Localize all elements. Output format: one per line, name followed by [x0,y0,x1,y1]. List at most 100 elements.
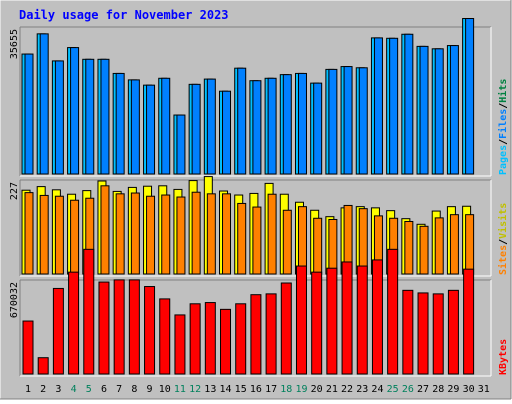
axis-label-part: Files [497,109,509,139]
day-tick-label: 12 [189,384,201,395]
day-tick-label: 19 [295,384,307,395]
kbytes-bar [250,294,262,375]
files-bar [206,78,216,175]
files-bar [252,80,262,175]
files-bar [313,82,323,175]
sites-bar [434,217,444,275]
day-tick-label: 6 [101,384,107,395]
kbytes-bar [295,265,307,375]
day-tick-label: 17 [265,384,277,395]
day-tick-label: 27 [417,384,429,395]
day-tick-label: 31 [478,384,490,395]
kbytes-bar [22,320,34,375]
day-tick-label: 15 [235,384,247,395]
kbytes-bar [128,279,140,375]
kbytes-bar [326,267,338,375]
kbytes-bar [463,268,475,375]
axis-label-part: KBytes [498,339,509,375]
files-bar [328,68,338,175]
kbytes-bar [189,303,201,375]
sites-bar [328,218,338,275]
sites-bar [419,225,429,275]
kbytes-bar [447,289,459,375]
files-bar [419,45,429,175]
kbytes-bar [144,286,156,375]
day-tick-label: 7 [116,384,122,395]
files-bar [100,58,110,175]
sites-bar [282,209,292,275]
axis-label-part: / [498,103,509,109]
day-tick-label: 23 [356,384,368,395]
axis-label-part: Sites [497,245,509,275]
day-tick-label: 1 [25,384,31,395]
kbytes-bar [280,282,292,375]
day-tick-label: 4 [71,384,77,395]
day-tick-label: 25 [387,384,399,395]
chart-title: Daily usage for November 2023 [19,8,229,22]
sites-bar [130,192,140,275]
sites-bar [465,214,475,275]
axis-label-part: Visits [497,203,509,239]
day-tick-label: 5 [86,384,92,395]
sites-bar [252,206,262,275]
day-tick-label: 14 [219,384,231,395]
files-bar [54,60,64,175]
files-bar [130,79,140,175]
day-tick-label: 8 [131,384,137,395]
kbytes-bar [311,271,323,375]
day-labels: 1 2 3 4 5 6 7 8 9 10 11 12 13 14 15 16 17 18 19 20 21 22 23 24 2… [25,384,490,395]
day-tick-label: 18 [280,384,292,395]
sites-bar [100,185,110,275]
files-bar [191,83,201,175]
sites-bar [404,220,414,275]
axis-label-part: Pages [498,145,509,175]
kbytes-bar [98,281,110,375]
sites-bar [222,193,232,275]
panel-axis-label: KBytes [498,339,509,375]
files-bar [358,67,368,175]
kbytes-bar [52,287,64,375]
files-bar [282,74,292,175]
sites-bar [24,192,34,275]
files-bar [404,33,414,175]
kbytes-bar [37,357,49,375]
day-tick-label: 21 [326,384,338,395]
kbytes-bar [341,261,353,375]
files-bar [297,72,307,175]
files-bar [222,90,232,175]
day-tick-label: 10 [159,384,171,395]
kbytes-bar [113,279,125,375]
files-bar [267,77,277,175]
sites-bar [54,195,64,275]
files-bar [449,45,459,175]
day-tick-label: 11 [174,384,186,395]
sites-bar [176,196,186,275]
sites-bar [161,194,171,275]
panel-max-label: 227 [9,182,20,200]
files-bar [70,47,80,175]
sites-bar [206,193,216,275]
kbytes-bar [235,303,247,375]
sites-bar [191,191,201,275]
files-bar [434,48,444,175]
day-tick-label: 20 [311,384,323,395]
sites-bar [358,208,368,275]
files-bar [39,33,49,175]
files-bar [373,37,383,175]
kbytes-bar [83,248,95,375]
files-bar [389,37,399,175]
sites-bar [146,195,156,275]
kbytes-bar [68,271,80,375]
files-bar [465,18,475,175]
day-tick-label: 28 [432,384,444,395]
day-tick-label: 29 [447,384,459,395]
kbytes-bar [204,302,216,375]
axis-label-part: / [498,139,509,145]
panel-max-label: 35655 [9,29,20,59]
files-bar [146,84,156,175]
day-tick-label: 9 [147,384,153,395]
kbytes-bar [265,293,277,375]
kbytes-bar [159,298,171,375]
